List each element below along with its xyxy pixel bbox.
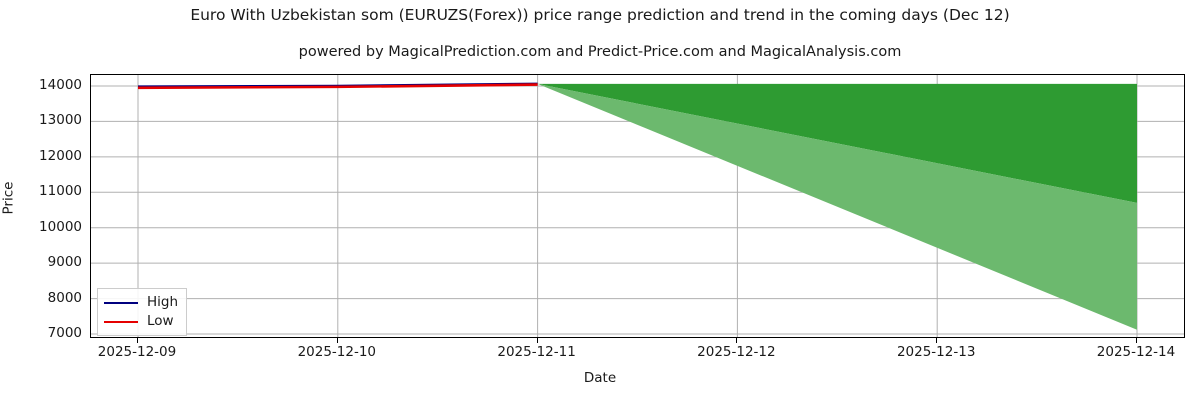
chart-legend[interactable]: High Low <box>97 288 188 336</box>
y-tick-label: 9000 <box>47 254 82 271</box>
x-tick-label: 2025-12-14 <box>1096 344 1176 360</box>
chart-title: Euro With Uzbekistan som (EURUZS(Forex))… <box>190 6 1010 24</box>
series-lines <box>137 82 538 90</box>
lower-forecast-band <box>537 83 1137 330</box>
plot-svg <box>91 75 1184 337</box>
forecast-bands <box>537 83 1137 330</box>
x-tick-mark <box>536 338 538 343</box>
legend-item-high[interactable]: High <box>104 293 178 312</box>
x-tick-label: 2025-12-12 <box>697 344 776 360</box>
x-tick-label: 2025-12-09 <box>97 344 177 360</box>
y-tick-label: 14000 <box>39 77 82 93</box>
x-tick-mark <box>137 338 138 343</box>
legend-swatch-low <box>104 320 138 323</box>
y-tick-label: 11000 <box>39 183 82 200</box>
legend-label: High <box>147 294 179 310</box>
y-tick-label: 13000 <box>39 112 82 129</box>
x-tick-mark <box>1136 338 1137 343</box>
legend-item-low[interactable]: Low <box>104 312 178 331</box>
y-axis-tick-labels: 14000 13000 12000 11000 10000 9000 8000 7000 <box>0 0 82 400</box>
x-tick-label: 2025-12-11 <box>497 344 576 360</box>
y-tick-label: 10000 <box>39 218 82 235</box>
x-tick-mark <box>936 338 938 343</box>
plot-area <box>90 74 1185 338</box>
x-tick-mark <box>736 338 738 343</box>
series-line-low <box>137 83 538 90</box>
legend-swatch-high <box>104 301 138 304</box>
x-tick-mark <box>336 338 338 343</box>
x-axis-title: Date <box>583 370 617 386</box>
chart-subtitle: powered by MagicalPrediction.com and Pre… <box>298 44 902 60</box>
y-tick-label: 8000 <box>47 289 82 306</box>
y-tick-label: 7000 <box>47 325 82 341</box>
x-tick-label: 2025-12-10 <box>297 344 377 360</box>
legend-label: Low <box>147 313 174 329</box>
y-tick-label: 12000 <box>39 147 82 164</box>
x-tick-label: 2025-12-13 <box>896 344 976 360</box>
